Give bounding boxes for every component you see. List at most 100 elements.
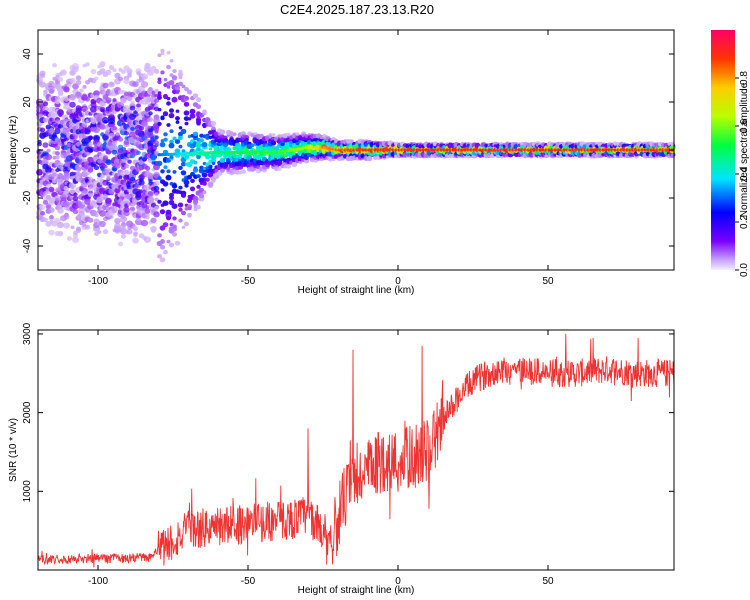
spectrogram-cell	[160, 115, 165, 119]
spectrogram-cell	[55, 155, 60, 160]
spectrogram-cell	[79, 88, 84, 93]
spectrogram-cell	[186, 89, 193, 95]
spectrogram-cell	[202, 166, 207, 171]
spectrogram-cell	[280, 142, 285, 147]
spectrogram-cell	[169, 73, 174, 77]
spectrogram-cell	[120, 234, 127, 239]
spectrogram-cell	[82, 93, 87, 99]
y-tick-label: 1000	[22, 480, 33, 503]
spectrogram-cell	[207, 181, 214, 187]
spectrogram-cell	[147, 69, 154, 76]
spectrogram-cell	[201, 172, 208, 178]
spectrogram-cell	[126, 68, 133, 74]
spectrogram-cell	[63, 222, 70, 229]
spectrogram-cell	[286, 164, 291, 169]
spectrogram-cell	[42, 200, 49, 205]
spectrogram-cell	[187, 174, 192, 180]
spectrogram-cell	[82, 108, 87, 112]
spectrogram-cell	[165, 209, 172, 215]
spectrogram-cell	[178, 165, 183, 170]
spectrogram-cell	[166, 64, 171, 70]
x-tick-label: 50	[542, 276, 554, 287]
spectrogram-cell	[112, 68, 117, 73]
spectrogram-cell	[196, 155, 201, 160]
spectrogram-cell	[183, 101, 190, 107]
spectrogram-cell	[147, 190, 154, 196]
spectrogram-cell	[72, 195, 79, 202]
spectrogram-cell	[153, 117, 160, 124]
spectrogram-cell	[181, 84, 186, 89]
spectrogram-cell	[166, 216, 171, 221]
x-tick-label: 50	[542, 576, 554, 587]
spectrogram-cell	[57, 91, 64, 97]
spectrogram-cell	[144, 208, 151, 214]
spectrogram-cell	[88, 135, 93, 141]
spectrogram-cell	[84, 224, 91, 230]
spectrogram-cell	[138, 125, 145, 131]
spectrogram-cell	[187, 134, 192, 139]
spectrogram-cell	[117, 241, 124, 247]
spectrogram-cell	[121, 215, 126, 220]
spectrogram-cell	[154, 140, 159, 145]
spectrogram-cell	[178, 69, 183, 74]
spectrogram-cell	[157, 233, 162, 238]
spectrogram-cell	[48, 186, 55, 193]
y-tick-label: 2000	[22, 401, 33, 424]
spectrogram-cell	[133, 231, 138, 236]
spectrogram-cell	[219, 129, 226, 135]
spectrogram-cell	[88, 176, 93, 181]
spectrogram-cell	[88, 148, 93, 153]
spectrogram-cell	[168, 242, 175, 248]
spectrogram-cell	[238, 155, 243, 160]
spectrogram-cell	[199, 138, 204, 143]
spectrogram-cell	[157, 107, 162, 112]
spectrogram-cell	[181, 225, 186, 229]
spectrogram-cell	[136, 103, 141, 108]
spectrogram-cell	[178, 81, 183, 87]
spectrogram-cell	[132, 237, 139, 244]
spectrogram-cell	[178, 126, 183, 130]
spectrogram-cell	[157, 80, 162, 85]
spectrogram-cell	[39, 81, 46, 88]
spectrogram-cell	[189, 113, 196, 119]
spectrogram-cell	[292, 144, 297, 149]
spectrogram-cell	[112, 143, 117, 148]
spectrogram-cell	[180, 161, 187, 167]
spectrogram-cell	[202, 181, 207, 186]
spectrogram-cell	[87, 217, 94, 223]
spectrogram-cell	[64, 114, 69, 119]
spectrogram-cell	[39, 210, 46, 216]
spectrogram-cell	[111, 149, 118, 155]
spectrogram-cell	[208, 147, 213, 151]
spectrogram-cell	[178, 185, 183, 190]
spectrogram-cell	[160, 239, 165, 244]
spectrogram-cell	[72, 236, 79, 244]
spectrogram-cell	[187, 214, 192, 218]
spectrogram-cell	[184, 121, 189, 126]
spectrogram-cell	[172, 170, 177, 174]
spectrogram-cell	[169, 108, 174, 113]
spectrogram-cell	[262, 153, 267, 157]
spectrogram-cell	[82, 84, 87, 89]
spectrogram-cell	[205, 135, 210, 140]
spectrogram-cell	[159, 244, 166, 250]
spectrogram-cell	[42, 217, 49, 223]
spectrogram-cell	[166, 85, 171, 89]
spectrogram-cell	[141, 220, 148, 225]
spectrogram-cell	[265, 164, 270, 168]
spectrogram-cell	[153, 68, 160, 74]
spectrogram-cell	[166, 96, 171, 101]
spectrogram-cell	[153, 125, 160, 130]
spectrogram-cell	[67, 83, 72, 88]
spectrogram-cell	[148, 117, 153, 122]
spectrogram-cell	[66, 236, 73, 241]
spectrogram-cell	[102, 229, 109, 235]
spectrogram-cell	[91, 123, 96, 128]
spectrogram-cell	[70, 185, 75, 189]
spectrogram-cell	[133, 226, 138, 231]
spectrogram-cell	[153, 211, 160, 218]
spectrogram-cell	[63, 170, 70, 176]
spectrogram-cell	[163, 137, 168, 142]
spectrogram-cell	[140, 73, 149, 80]
spectrogram-cell	[103, 194, 108, 198]
